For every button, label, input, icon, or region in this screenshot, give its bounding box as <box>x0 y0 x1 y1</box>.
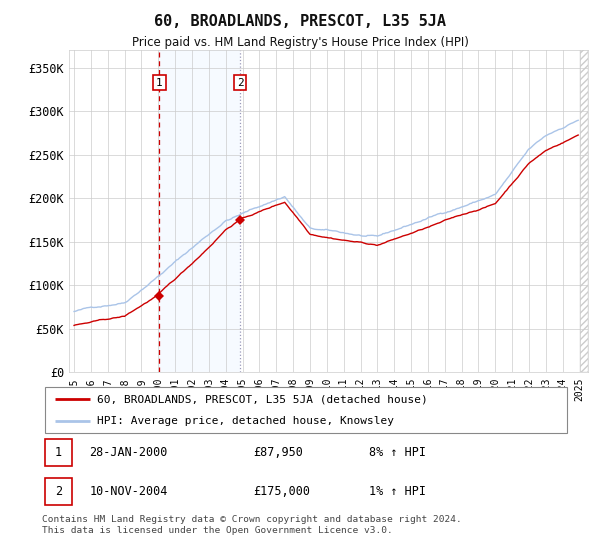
Text: 60, BROADLANDS, PRESCOT, L35 5JA (detached house): 60, BROADLANDS, PRESCOT, L35 5JA (detach… <box>97 394 428 404</box>
Text: 1: 1 <box>156 78 163 87</box>
FancyBboxPatch shape <box>44 388 568 433</box>
Text: 60, BROADLANDS, PRESCOT, L35 5JA: 60, BROADLANDS, PRESCOT, L35 5JA <box>154 14 446 29</box>
Text: 1% ↑ HPI: 1% ↑ HPI <box>370 485 427 498</box>
Text: HPI: Average price, detached house, Knowsley: HPI: Average price, detached house, Know… <box>97 416 394 426</box>
Text: 10-NOV-2004: 10-NOV-2004 <box>89 485 168 498</box>
Text: 28-JAN-2000: 28-JAN-2000 <box>89 446 168 459</box>
Text: 1: 1 <box>55 446 62 459</box>
FancyBboxPatch shape <box>44 439 72 465</box>
Text: £175,000: £175,000 <box>253 485 310 498</box>
FancyBboxPatch shape <box>44 478 72 505</box>
Text: £87,950: £87,950 <box>253 446 303 459</box>
Text: 2: 2 <box>55 485 62 498</box>
Text: Price paid vs. HM Land Registry's House Price Index (HPI): Price paid vs. HM Land Registry's House … <box>131 36 469 49</box>
Text: Contains HM Land Registry data © Crown copyright and database right 2024.
This d: Contains HM Land Registry data © Crown c… <box>42 515 462 535</box>
Bar <box>160 50 240 372</box>
Text: 8% ↑ HPI: 8% ↑ HPI <box>370 446 427 459</box>
Text: 2: 2 <box>237 78 244 87</box>
